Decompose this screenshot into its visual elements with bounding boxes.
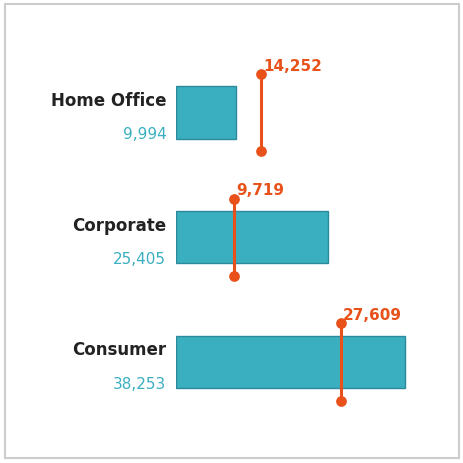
Text: 25,405: 25,405: [113, 251, 166, 266]
Text: 9,719: 9,719: [236, 183, 283, 198]
Point: [230, 273, 238, 280]
Bar: [176, 87, 235, 139]
Point: [257, 71, 264, 78]
Point: [257, 148, 264, 156]
Text: 9,994: 9,994: [122, 127, 166, 142]
Text: 14,252: 14,252: [263, 58, 321, 74]
Text: Home Office: Home Office: [50, 92, 166, 110]
Point: [230, 195, 238, 203]
Text: Corporate: Corporate: [72, 216, 166, 234]
Point: [337, 397, 344, 405]
Point: [337, 320, 344, 327]
Text: 38,253: 38,253: [113, 376, 166, 391]
Bar: [176, 212, 327, 264]
Text: 27,609: 27,609: [342, 307, 401, 322]
Text: Consumer: Consumer: [72, 341, 166, 359]
Bar: [176, 336, 404, 388]
